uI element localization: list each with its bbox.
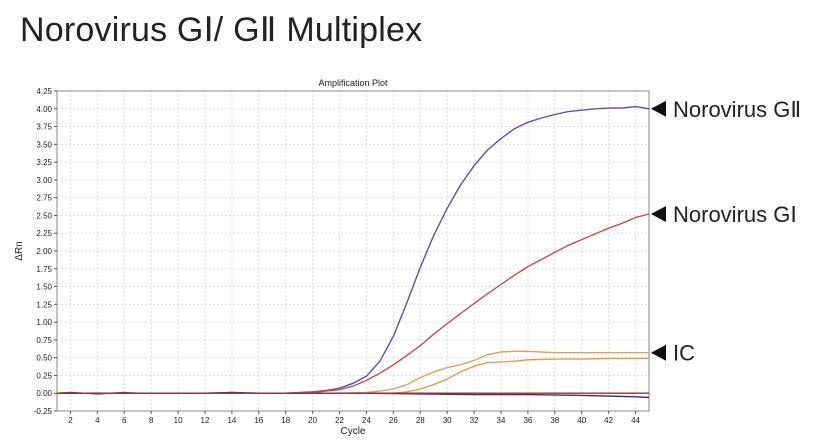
series-callouts: Norovirus GⅡ Norovirus GⅠ IC bbox=[651, 97, 801, 366]
x-tick-label: 22 bbox=[335, 416, 344, 425]
x-tick-label: 28 bbox=[416, 416, 425, 425]
x-tick-label: 38 bbox=[550, 416, 559, 425]
y-tick-label: 1.25 bbox=[36, 300, 52, 309]
y-tick-label: 2.50 bbox=[36, 211, 52, 220]
x-tick-label: 40 bbox=[577, 416, 586, 425]
x-axis-label: Cycle bbox=[340, 426, 365, 437]
y-tick-label: -0.25 bbox=[34, 407, 53, 416]
y-tick-label: 2.25 bbox=[36, 229, 52, 238]
callout-arrow-icon bbox=[651, 206, 666, 223]
x-tick-label: 44 bbox=[631, 416, 640, 425]
y-tick-label: 2.75 bbox=[36, 194, 52, 203]
plot-title: Amplification Plot bbox=[318, 78, 388, 88]
x-tick-label: 16 bbox=[254, 416, 263, 425]
y-tick-label: 0.75 bbox=[36, 336, 52, 345]
series-line-5 bbox=[56, 391, 649, 395]
x-tick-label: 34 bbox=[497, 416, 506, 425]
callout-label-1: Norovirus GⅠ bbox=[673, 202, 797, 227]
y-tick-label: 3.00 bbox=[36, 176, 52, 185]
x-tick-label: 24 bbox=[362, 416, 371, 425]
x-tick-label: 12 bbox=[201, 416, 210, 425]
x-tick-label: 8 bbox=[149, 416, 154, 425]
x-tick-label: 26 bbox=[389, 416, 398, 425]
y-tick-label: 4.00 bbox=[36, 105, 52, 114]
x-tick-label: 14 bbox=[227, 416, 236, 425]
grid-lines bbox=[57, 90, 649, 412]
x-tick-label: 20 bbox=[308, 416, 317, 425]
x-tick-label: 18 bbox=[281, 416, 290, 425]
callout-label-0: Norovirus GⅡ bbox=[673, 97, 801, 122]
x-tick-label: 10 bbox=[174, 416, 183, 425]
y-tick-label: 1.50 bbox=[36, 283, 52, 292]
y-tick-label: 3.75 bbox=[36, 123, 52, 132]
y-tick-label: 1.00 bbox=[36, 318, 52, 327]
x-tick-label: 2 bbox=[68, 416, 73, 425]
y-tick-label: 4.25 bbox=[36, 87, 52, 96]
callout-label-2: IC bbox=[673, 341, 695, 366]
x-tick-label: 4 bbox=[95, 416, 100, 425]
y-tick-label: 3.50 bbox=[36, 140, 52, 149]
series-line-1 bbox=[57, 213, 650, 394]
callout-arrow-icon bbox=[651, 344, 666, 361]
y-tick-label: 2.00 bbox=[36, 247, 52, 256]
callout-arrow-icon bbox=[651, 100, 666, 117]
series-lines bbox=[56, 105, 650, 399]
page-title: Norovirus GⅠ/ GⅡ Multiplex bbox=[20, 11, 423, 49]
x-tick-label: 42 bbox=[604, 416, 613, 425]
x-tick-label: 30 bbox=[443, 416, 452, 425]
x-axis-ticks: 2 4 6 8 10 12 14 16 18 20 22 24 26 28 30 32 34 36 38 40 42 44 bbox=[68, 411, 641, 425]
y-tick-label: 0.25 bbox=[36, 371, 52, 380]
x-tick-label: 36 bbox=[523, 416, 532, 425]
x-tick-label: 6 bbox=[122, 416, 127, 425]
y-axis-label: ΔRn bbox=[14, 241, 25, 260]
y-tick-label: 0.00 bbox=[36, 389, 52, 398]
y-tick-label: 3.25 bbox=[36, 158, 52, 167]
y-tick-label: 0.50 bbox=[36, 354, 52, 363]
x-tick-label: 32 bbox=[470, 416, 479, 425]
y-tick-label: 1.75 bbox=[36, 265, 52, 274]
y-axis-ticks: -0.25 0.00 0.25 0.50 0.75 1.00 1.25 1.50 1.75 2.0… bbox=[34, 87, 57, 416]
